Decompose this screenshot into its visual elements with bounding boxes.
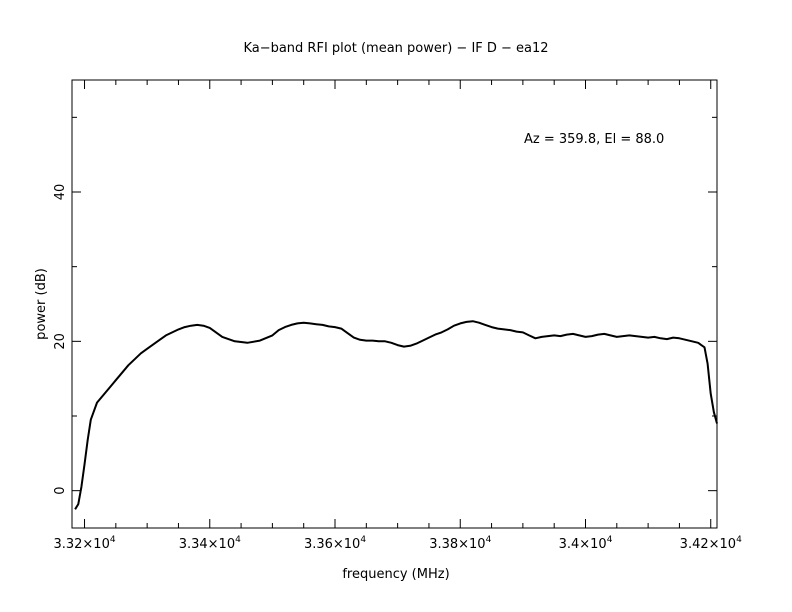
x-tick-times: ×10 (82, 537, 109, 552)
x-axis-ticks: 3.32×104 3.34×104 3.36×104 3.38×104 3.4×104 3… (53, 80, 742, 552)
x-tick-exponent: 4 (486, 535, 492, 545)
x-tick-label: 3.32×104 (53, 535, 115, 552)
y-axis-label: power (dB) (34, 268, 49, 340)
x-tick-exponent: 4 (736, 535, 742, 545)
x-tick-label: 3.4×104 (559, 535, 613, 552)
x-tick-mantissa: 3.34 (179, 537, 208, 552)
x-tick-mantissa: 3.36 (304, 537, 333, 552)
x-tick-exponent: 4 (235, 535, 241, 545)
chart-title: Ka−band RFI plot (mean power) − IF D − e… (243, 41, 548, 56)
y-axis-ticks: 0 20 40 (53, 116, 717, 495)
x-tick-mantissa: 3.4 (559, 537, 580, 552)
x-tick-exponent: 4 (607, 535, 613, 545)
x-axis-label: frequency (MHz) (342, 567, 449, 582)
x-tick-exponent: 4 (360, 535, 366, 545)
y-tick-label: 40 (53, 184, 68, 201)
x-tick-mantissa: 3.42 (680, 537, 709, 552)
x-tick-mantissa: 3.32 (53, 537, 82, 552)
x-tick-exponent: 4 (110, 535, 116, 545)
x-tick-label: 3.34×104 (179, 535, 241, 552)
y-tick-label: 20 (53, 333, 68, 350)
x-tick-label: 3.38×104 (429, 535, 491, 552)
y-tick-label: 0 (53, 487, 68, 495)
x-tick-times: ×10 (208, 537, 235, 552)
x-tick-label: 3.36×104 (304, 535, 366, 552)
x-tick-times: ×10 (458, 537, 485, 552)
power-series-line (74, 320, 718, 510)
x-tick-label: 3.42×104 (680, 535, 742, 552)
plot-frame (71, 79, 718, 529)
x-tick-times: ×10 (579, 537, 606, 552)
az-el-annotation: Az = 359.8, El = 88.0 (524, 132, 664, 147)
x-tick-times: ×10 (709, 537, 736, 552)
x-tick-times: ×10 (333, 537, 360, 552)
x-tick-mantissa: 3.38 (429, 537, 458, 552)
